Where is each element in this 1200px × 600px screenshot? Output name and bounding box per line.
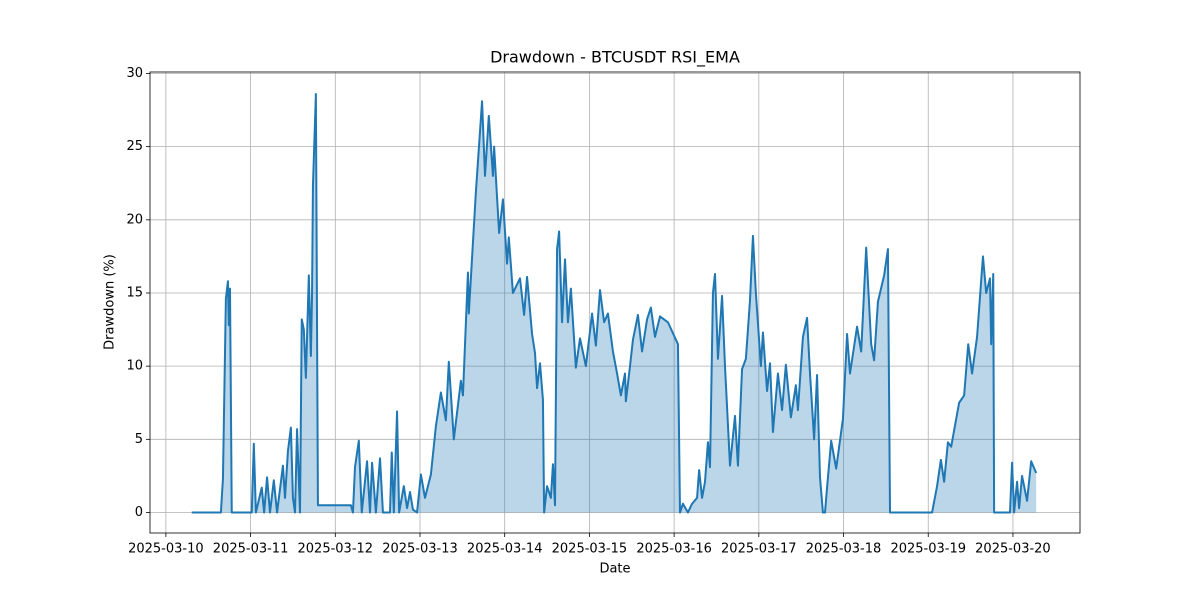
x-tick-label: 2025-03-20 bbox=[975, 542, 1051, 557]
x-tick-label: 2025-03-10 bbox=[128, 542, 204, 557]
y-tick-label: 10 bbox=[126, 359, 143, 374]
area bbox=[191, 93, 1037, 513]
x-tick-label: 2025-03-17 bbox=[721, 542, 797, 557]
x-tick-label: 2025-03-11 bbox=[213, 542, 289, 557]
y-tick-label: 15 bbox=[126, 285, 143, 300]
y-tick-label: 5 bbox=[135, 432, 143, 447]
y-tick-label: 20 bbox=[126, 212, 143, 227]
x-tick-label: 2025-03-15 bbox=[552, 542, 628, 557]
y-tick-label: 30 bbox=[126, 66, 143, 81]
x-axis-label: Date bbox=[599, 562, 630, 577]
y-tick-label: 0 bbox=[135, 505, 143, 520]
x-tick-label: 2025-03-16 bbox=[636, 542, 712, 557]
x-tick-label: 2025-03-14 bbox=[467, 542, 543, 557]
x-tick-label: 2025-03-19 bbox=[890, 542, 966, 557]
x-tick-label: 2025-03-13 bbox=[382, 542, 458, 557]
x-tick-label: 2025-03-18 bbox=[806, 542, 882, 557]
line bbox=[191, 92, 1038, 514]
y-axis-label: Drawdown (%) bbox=[103, 254, 118, 350]
y-tick-label: 25 bbox=[126, 139, 143, 154]
plot-frame bbox=[149, 71, 1081, 534]
chart-title: Drawdown - BTCUSDT RSI_EMA bbox=[490, 48, 740, 68]
x-tick-label: 2025-03-12 bbox=[298, 542, 374, 557]
